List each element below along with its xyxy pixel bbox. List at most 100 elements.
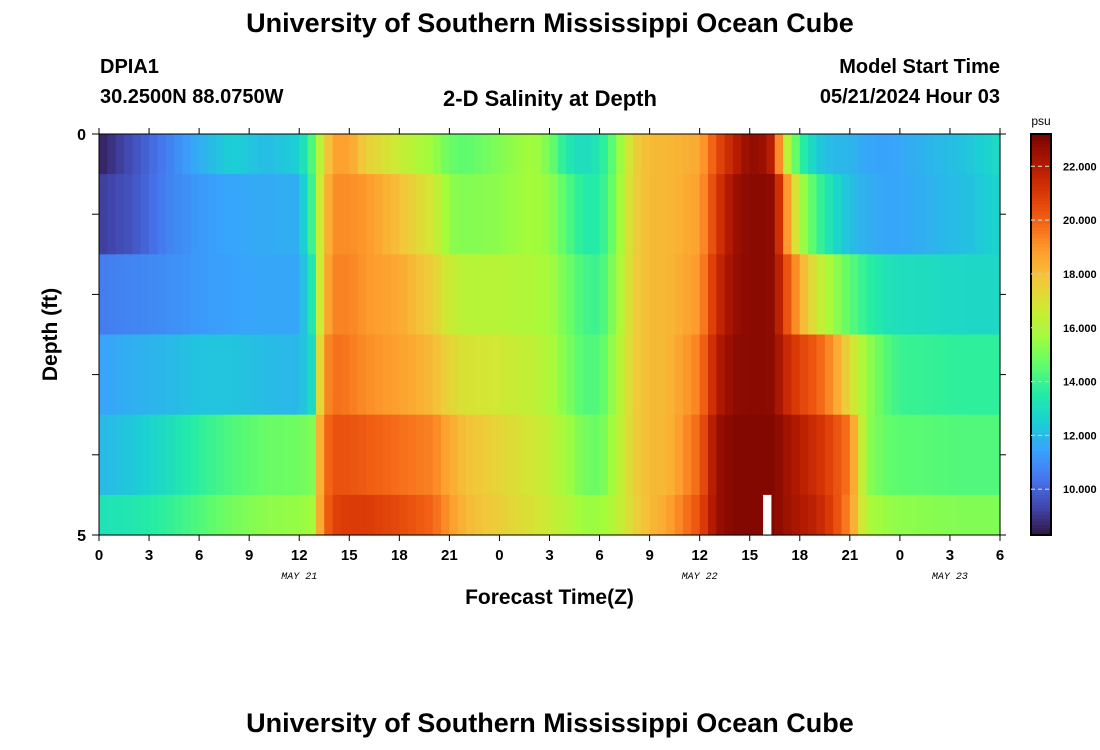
heatmap-cell xyxy=(591,174,601,255)
colorbar-segment xyxy=(1031,204,1051,209)
heatmap-cell xyxy=(182,174,192,255)
heatmap-cell xyxy=(524,334,534,416)
heatmap-cell xyxy=(941,174,951,255)
heatmap-cell xyxy=(966,494,976,536)
colorbar-segment xyxy=(1031,150,1051,155)
heatmap-cell xyxy=(257,494,267,536)
heatmap-cell xyxy=(499,174,509,255)
colorbar-segment xyxy=(1031,397,1051,403)
heatmap-cell xyxy=(724,174,734,255)
heatmap-cell xyxy=(249,254,259,336)
heatmap-cell xyxy=(574,334,584,416)
heatmap-cell xyxy=(708,334,717,416)
heatmap-cell xyxy=(99,134,108,175)
heatmap-cell xyxy=(758,494,768,536)
colorbar-segment xyxy=(1031,137,1051,142)
missing-data-cell xyxy=(763,494,772,535)
heatmap-cell xyxy=(682,174,692,255)
heatmap-cell xyxy=(407,494,417,536)
heatmap-cell xyxy=(566,174,576,255)
heatmap-cell xyxy=(215,254,225,336)
heatmap-cell xyxy=(891,414,901,496)
x-tick-label: 15 xyxy=(341,547,358,564)
heatmap-cell xyxy=(541,134,551,175)
heatmap-cell xyxy=(591,254,601,336)
heatmap-cell xyxy=(474,334,484,416)
colorbar-segment xyxy=(1031,401,1051,406)
heatmap-cell xyxy=(416,494,425,536)
heatmap-cell xyxy=(107,254,117,336)
heatmap-cell xyxy=(849,254,859,336)
heatmap-cell xyxy=(174,254,184,336)
heatmap-cell xyxy=(908,134,918,175)
heatmap-cell xyxy=(883,334,893,416)
heatmap-cell xyxy=(382,254,392,336)
heatmap-cell xyxy=(524,174,534,255)
heatmap-cell xyxy=(808,334,818,416)
heatmap-cell xyxy=(507,494,517,536)
heatmap-cell xyxy=(574,254,584,336)
heatmap-cell xyxy=(424,334,434,416)
heatmap-cell xyxy=(632,494,642,536)
heatmap-cell xyxy=(207,254,217,336)
heatmap-cell xyxy=(349,494,359,536)
heatmap-cell xyxy=(240,174,250,255)
heatmap-cell xyxy=(866,254,876,336)
x-tick-label: 18 xyxy=(391,547,408,564)
colorbar-segment xyxy=(1031,304,1051,309)
colorbar-segment xyxy=(1031,451,1051,456)
heatmap-cell xyxy=(107,414,117,496)
date-label: MAY 22 xyxy=(682,572,718,583)
colorbar-segment xyxy=(1031,167,1051,172)
heatmap-cell xyxy=(974,134,984,175)
heatmap-cell xyxy=(232,414,242,496)
heatmap-cell xyxy=(799,334,809,416)
heatmap-cell xyxy=(157,334,167,416)
colorbar-segment xyxy=(1031,364,1051,369)
heatmap-cell xyxy=(174,494,184,536)
heatmap-cell xyxy=(883,494,893,536)
heatmap-cell xyxy=(382,134,392,175)
heatmap-cell xyxy=(958,414,968,496)
heatmap-cell xyxy=(866,174,876,255)
heatmap-cell xyxy=(791,134,801,175)
heatmap-cell xyxy=(407,254,417,336)
heatmap-cell xyxy=(299,174,309,255)
colorbar-segment xyxy=(1031,301,1051,306)
heatmap-cell xyxy=(599,134,609,175)
heatmap-cell xyxy=(983,174,993,255)
colorbar-segment xyxy=(1031,468,1051,473)
heatmap-cell xyxy=(516,414,526,496)
heatmap-cell xyxy=(274,414,284,496)
heatmap-cell xyxy=(132,254,142,336)
heatmap-cell xyxy=(724,254,734,336)
colorbar-segment xyxy=(1031,160,1051,165)
heatmap-cell xyxy=(682,334,692,416)
heatmap-cell xyxy=(983,414,993,496)
colorbar-segment xyxy=(1031,341,1051,346)
colorbar-segment xyxy=(1031,144,1051,149)
heatmap-cell xyxy=(833,414,843,496)
heatmap-cell xyxy=(958,134,968,175)
colorbar-tick-label: 14.000 xyxy=(1063,377,1097,389)
heatmap-cell xyxy=(624,254,634,336)
colorbar-segment xyxy=(1031,518,1051,523)
heatmap-cell xyxy=(315,174,325,255)
heatmap-cell xyxy=(733,134,742,175)
heatmap-cell xyxy=(691,174,701,255)
colorbar-segment xyxy=(1031,187,1051,192)
heatmap-cell xyxy=(716,334,726,416)
colorbar-segment xyxy=(1031,311,1051,316)
heatmap-cell xyxy=(282,494,292,536)
heatmap-cell xyxy=(916,334,926,416)
heatmap-cell xyxy=(265,254,275,336)
heatmap-cell xyxy=(282,414,292,496)
y-tick-label: 5 xyxy=(77,528,86,545)
heatmap-cell xyxy=(199,494,209,536)
heatmap-cell xyxy=(624,134,634,175)
heatmap-cell xyxy=(149,494,158,536)
heatmap-cell xyxy=(607,334,617,416)
heatmap-cell xyxy=(699,334,709,416)
heatmap-cell xyxy=(557,494,567,536)
heatmap-cell xyxy=(616,494,626,536)
